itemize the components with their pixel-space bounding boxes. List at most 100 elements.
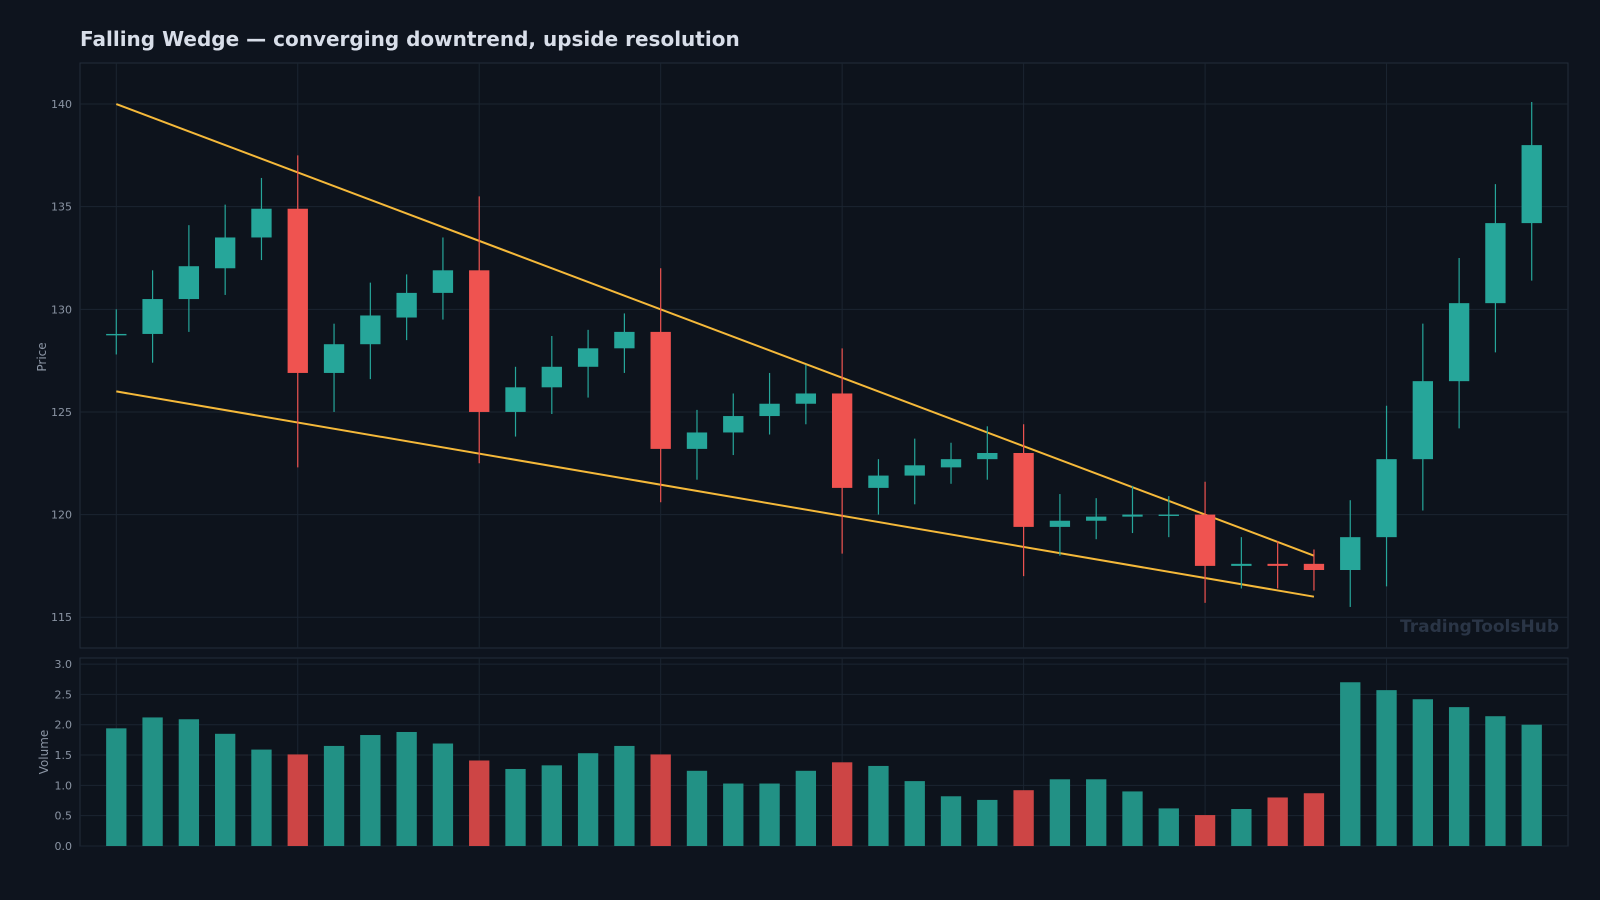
volume-bar <box>432 743 454 846</box>
volume-bar <box>360 735 381 846</box>
candle <box>577 329 599 398</box>
candle <box>1303 549 1325 591</box>
price-panel: 115 120 125 130 135 140 Price TradingToolsHub <box>35 62 1569 649</box>
candle <box>795 364 817 425</box>
candle-body <box>1303 563 1325 570</box>
candle <box>1013 424 1034 577</box>
candle-body <box>904 465 925 476</box>
candle <box>1194 481 1216 603</box>
volume-bar <box>541 765 562 846</box>
volume-bar <box>1158 808 1179 846</box>
chart-title: Falling Wedge — converging downtrend, up… <box>80 27 740 51</box>
candle-body <box>1086 516 1107 521</box>
candle-body <box>215 237 236 269</box>
volume-bar <box>1448 707 1470 846</box>
candle-body <box>323 344 345 373</box>
candle <box>1485 184 1506 353</box>
volume-bar <box>215 733 236 846</box>
candle <box>215 204 236 295</box>
candle-body <box>795 393 817 404</box>
volume-bar <box>1340 682 1361 846</box>
candle <box>686 409 708 480</box>
volume-tick-label: 1.5 <box>55 749 73 762</box>
volume-axis-label: Volume <box>37 730 51 775</box>
candle-body <box>142 299 163 334</box>
volume-bar <box>1013 790 1034 846</box>
candle-body <box>469 270 490 412</box>
candle-body <box>650 331 671 449</box>
candle <box>178 225 200 332</box>
trendline-upper <box>115 103 1315 557</box>
wedge-trendlines <box>115 103 1315 598</box>
volume-bar <box>1485 716 1506 846</box>
price-tick-label: 130 <box>51 303 72 316</box>
candle-body <box>251 208 272 238</box>
candle <box>940 442 962 484</box>
candle-body <box>1340 537 1361 570</box>
volume-bar <box>505 768 526 846</box>
candle <box>868 459 889 515</box>
volume-panel: 0.0 0.5 1.0 1.5 2.0 2.5 3.0 Volume <box>37 657 1569 853</box>
volume-bar <box>577 753 599 846</box>
volume-bar <box>323 745 345 846</box>
price-tick-label: 120 <box>51 509 72 522</box>
price-tick-label: 125 <box>51 406 72 419</box>
volume-bar <box>759 783 780 846</box>
candle-body <box>577 348 599 367</box>
volume-bar <box>1086 779 1107 846</box>
candle-body <box>106 333 127 336</box>
candle-body <box>287 208 308 373</box>
candle <box>360 282 381 380</box>
candle <box>1412 323 1433 511</box>
candle-body <box>1485 223 1506 304</box>
candle-body <box>686 432 708 449</box>
candle <box>287 155 308 468</box>
candle <box>1158 496 1179 538</box>
candle <box>432 237 454 320</box>
volume-bar <box>1194 815 1216 846</box>
candle-body <box>831 393 853 488</box>
volume-tick-label: 2.0 <box>55 719 73 732</box>
candle <box>106 309 127 355</box>
candle <box>469 196 490 464</box>
candle <box>142 270 163 363</box>
volume-bar <box>940 796 962 846</box>
volume-bar <box>686 770 708 846</box>
volume-tick-label: 1.0 <box>55 779 73 792</box>
candle <box>1049 494 1071 556</box>
volume-tick-label: 0.0 <box>55 840 73 853</box>
candle <box>1521 102 1542 281</box>
candle <box>759 372 780 435</box>
candle <box>323 323 345 412</box>
price-tick-label: 115 <box>51 611 72 624</box>
candle <box>904 438 925 505</box>
candle-body <box>1122 514 1143 517</box>
candle-body <box>1267 563 1288 566</box>
candle-body <box>940 459 962 468</box>
price-grid <box>80 63 1568 648</box>
volume-bar <box>1231 809 1252 846</box>
candle <box>1340 500 1361 607</box>
candle-body <box>614 331 635 349</box>
candle-body <box>1448 303 1470 382</box>
price-axis-label: Price <box>35 342 49 371</box>
candle <box>614 313 635 373</box>
candle-body <box>541 366 562 388</box>
volume-bar <box>1412 699 1433 846</box>
candle <box>505 366 526 437</box>
candle-body <box>1231 563 1252 566</box>
candle <box>723 393 744 456</box>
candle-body <box>759 403 780 417</box>
candle <box>977 426 998 480</box>
candle <box>831 348 853 554</box>
price-y-ticks: 115 120 125 130 135 140 <box>51 98 72 624</box>
volume-bar <box>650 754 671 846</box>
candle-body <box>1412 381 1433 460</box>
candle-body <box>977 453 998 460</box>
volume-y-ticks: 0.0 0.5 1.0 1.5 2.0 2.5 3.0 <box>55 658 73 853</box>
volume-bar <box>396 731 417 846</box>
candle-body <box>1158 514 1179 516</box>
volume-bar <box>1267 797 1288 846</box>
candle <box>1231 537 1252 589</box>
candle <box>1086 498 1107 540</box>
